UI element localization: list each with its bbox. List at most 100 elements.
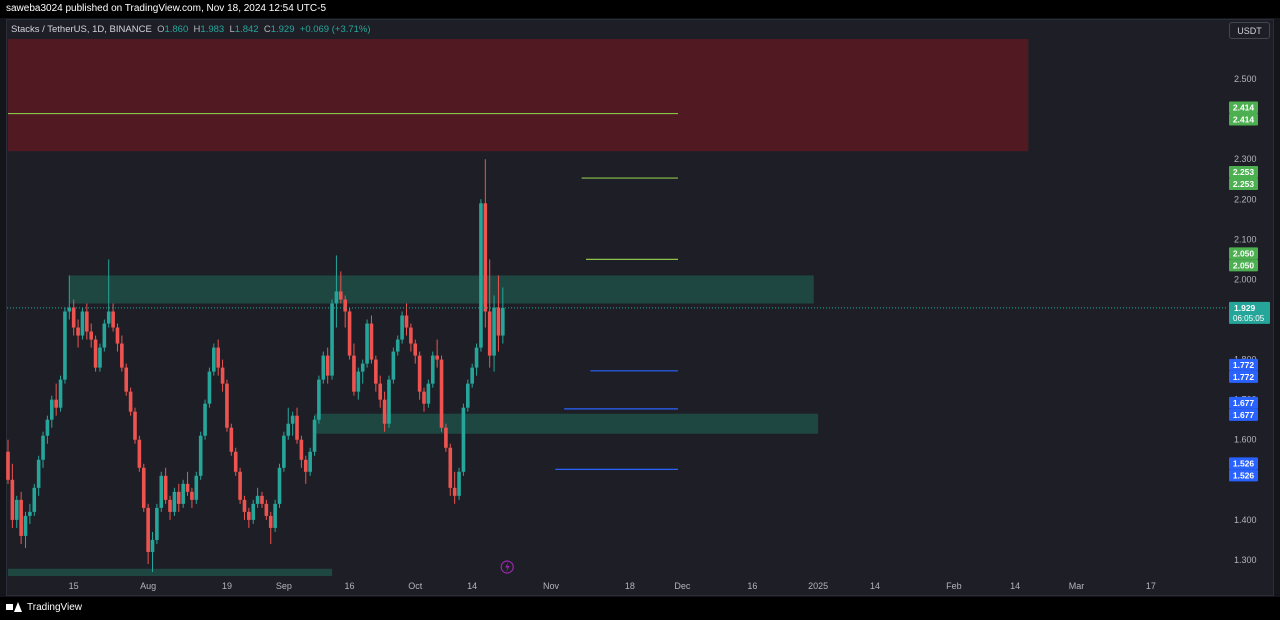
candle-body — [395, 339, 400, 352]
candle-body — [36, 459, 41, 488]
candle-body — [312, 419, 317, 452]
open-value: 1.860 — [164, 24, 189, 35]
bullish-candle — [172, 487, 177, 516]
bullish-candle — [317, 375, 321, 424]
price-tag-text: 1.772 — [1233, 372, 1255, 382]
bullish-candle — [23, 511, 28, 548]
price-tag-top: 1.677 — [1229, 396, 1258, 409]
bullish-candle — [102, 319, 107, 352]
candle-body — [67, 307, 72, 312]
candle-body — [14, 499, 19, 520]
candle-body — [10, 479, 15, 520]
candle-body — [286, 423, 291, 436]
low-key: L — [229, 24, 235, 35]
bullish-candle — [321, 351, 326, 384]
currency-button[interactable]: USDT — [1229, 22, 1270, 39]
bearish-candle — [439, 355, 444, 432]
price-tag-box — [1229, 469, 1258, 482]
candle-body — [41, 435, 45, 460]
bullish-candle — [426, 379, 431, 408]
candle-body — [277, 467, 282, 504]
bullish-candle — [387, 375, 391, 428]
bearish-candle — [352, 343, 356, 396]
bearish-candle — [220, 359, 225, 392]
bullish-candle — [312, 415, 317, 456]
bearish-candle — [163, 467, 168, 504]
bearish-candle — [422, 387, 426, 412]
candle-body — [501, 307, 505, 336]
bearish-candle — [483, 159, 488, 328]
bullish-candle — [203, 399, 207, 440]
candle-body — [430, 355, 435, 384]
candle-body — [496, 307, 501, 336]
bearish-candle — [339, 271, 343, 304]
candle-body — [49, 399, 54, 420]
markers-layer — [500, 560, 514, 574]
time-axis[interactable]: 15 Aug 19 Sep 16 Oct 14 Nov 18 Dec 16 2025 14 Feb 14 Ma… — [69, 581, 1156, 591]
candle-body — [255, 495, 260, 504]
candle-body — [76, 327, 80, 336]
price-tag-bottom: 2.253 — [1229, 178, 1258, 191]
x-tick-label: 16 — [747, 581, 757, 591]
bearish-candle — [299, 435, 304, 468]
candle-body — [168, 499, 172, 512]
candle-body — [422, 391, 426, 404]
bearish-candle — [452, 471, 457, 504]
x-tick-label: 2025 — [808, 581, 828, 591]
bullish-candle — [273, 499, 277, 532]
candle-body — [172, 491, 177, 512]
candle-body — [360, 363, 365, 372]
x-tick-label: Sep — [276, 581, 292, 591]
candle-body — [120, 343, 124, 368]
candle-body — [141, 467, 146, 508]
x-tick-label: 17 — [1146, 581, 1156, 591]
bearish-candle — [435, 339, 439, 368]
candle-body — [448, 447, 453, 488]
bearish-candle — [128, 387, 133, 416]
close-key: C — [263, 24, 271, 35]
candle-body — [216, 347, 220, 368]
bearish-candle — [216, 339, 220, 376]
candle-body — [321, 355, 326, 380]
bullish-candle — [290, 411, 295, 436]
bullish-candle — [479, 199, 483, 352]
price-tag-box — [1229, 259, 1258, 272]
price-tag-box — [1229, 247, 1258, 260]
candle-body — [71, 307, 76, 328]
bearish-candle — [378, 375, 383, 408]
bullish-candle — [282, 431, 286, 472]
price-tag-text: 2.050 — [1233, 248, 1255, 258]
candle-body — [45, 419, 50, 436]
candle-body — [212, 347, 216, 372]
bullish-candle — [155, 503, 159, 544]
candle-body — [89, 331, 94, 340]
bearish-candle — [260, 491, 264, 508]
candle-body — [470, 367, 474, 384]
bearish-candle — [487, 259, 492, 368]
price-tag-top: 2.414 — [1229, 101, 1258, 114]
price-tag-box — [1229, 113, 1258, 126]
candle-body — [299, 439, 304, 460]
bearish-candle — [6, 439, 10, 484]
tradingview-logo-icon — [6, 602, 23, 613]
candle-body — [374, 359, 378, 384]
candle-body — [391, 351, 396, 380]
bearish-candle — [141, 463, 146, 512]
bearish-candle — [93, 335, 98, 372]
candle-body — [242, 499, 247, 512]
bearish-candle — [225, 379, 229, 432]
price-tag-top: 2.253 — [1229, 166, 1258, 179]
bullish-candle — [207, 367, 212, 408]
bullish-candle — [474, 343, 479, 376]
bullish-candle — [63, 307, 67, 384]
bearish-candle — [146, 503, 150, 564]
candle-body — [80, 311, 85, 336]
tradingview-brand[interactable]: TradingView — [6, 602, 82, 613]
price-tag-text: 2.414 — [1233, 115, 1255, 125]
publisher-bar: saweba3024 published on TradingView.com,… — [0, 0, 1280, 18]
price-tag-box — [1229, 358, 1258, 371]
candle-body — [457, 471, 461, 496]
candle-body — [325, 355, 330, 376]
price-tag-bottom: 1.526 — [1229, 469, 1258, 482]
